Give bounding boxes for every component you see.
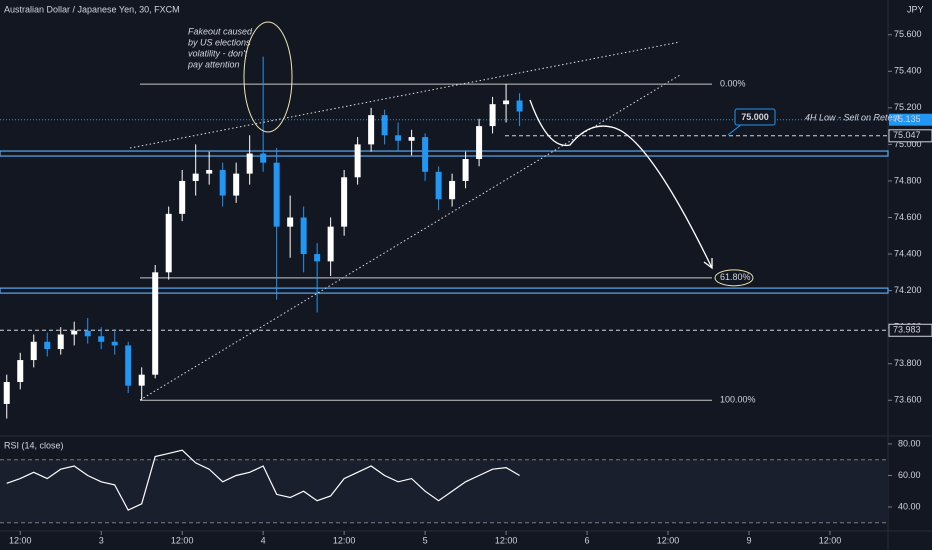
y-tick-label: 75.600 xyxy=(894,29,922,39)
fakeout-text: Fakeout caused xyxy=(188,26,253,36)
candle-body xyxy=(125,345,132,386)
candle-body xyxy=(84,330,91,337)
candle-body xyxy=(246,153,253,174)
candle-body xyxy=(314,254,321,262)
upper-trendline xyxy=(129,41,681,149)
y-tick-label: 74.800 xyxy=(894,175,922,185)
candle-body xyxy=(354,144,361,178)
x-tick-label: 6 xyxy=(585,535,590,545)
candle-body xyxy=(138,374,145,386)
candle-body xyxy=(233,173,240,196)
fib-label: 61.80% xyxy=(720,272,751,282)
y-tick-label: 74.600 xyxy=(894,212,922,222)
candle-body xyxy=(192,173,199,181)
price-label: 75.047 xyxy=(893,130,921,140)
candle-body xyxy=(462,159,469,181)
candle-body xyxy=(17,360,24,382)
candle-body xyxy=(206,169,213,174)
rsi-tick-label: 60.00 xyxy=(898,470,921,480)
zone xyxy=(0,287,889,294)
x-tick-label: 5 xyxy=(423,535,428,545)
candle-body xyxy=(287,217,294,227)
last-price-box xyxy=(889,113,932,126)
candle-body xyxy=(179,180,186,214)
x-tick-label: 12:00 xyxy=(819,535,842,545)
candle-body xyxy=(476,126,483,160)
level-box xyxy=(734,108,776,126)
candle-body xyxy=(57,334,64,350)
fib-ellipse xyxy=(714,269,754,287)
price-label: 73.983 xyxy=(893,325,921,335)
level-pointer xyxy=(727,123,743,136)
x-tick-label: 9 xyxy=(746,535,751,545)
currency-label: JPY xyxy=(907,4,924,14)
y-tick-label: 73.800 xyxy=(894,358,922,368)
x-tick-label: 12:00 xyxy=(657,535,680,545)
last-price-label: 75.135 xyxy=(893,114,921,124)
candle-body xyxy=(30,341,37,361)
candle-body xyxy=(516,100,523,112)
y-tick-label: 73.600 xyxy=(894,395,922,405)
candle-body xyxy=(152,272,159,375)
candle-body xyxy=(489,104,496,127)
candle-body xyxy=(165,213,172,273)
projection-curve xyxy=(529,99,713,269)
x-tick-label: 12:00 xyxy=(333,535,356,545)
fakeout-text: by US elections xyxy=(188,37,251,47)
price-label-box xyxy=(888,129,932,143)
y-tick-label: 75.000 xyxy=(894,139,922,149)
fakeout-text: volatility - don't xyxy=(188,48,248,58)
rsi-tick-label: 80.00 xyxy=(898,438,921,448)
y-tick-label: 74.400 xyxy=(894,248,922,258)
candle-body xyxy=(449,180,456,200)
x-tick-label: 4 xyxy=(261,535,266,545)
x-tick-label: 12:00 xyxy=(9,535,32,545)
rsi-tick-label: 40.00 xyxy=(898,501,921,511)
candle-body xyxy=(219,169,226,196)
candle-body xyxy=(368,115,375,145)
candle-body xyxy=(300,217,307,255)
y-tick-label: 74.200 xyxy=(894,285,922,295)
y-tick-label: 75.200 xyxy=(894,102,922,112)
candle-body xyxy=(71,330,78,335)
candle-body xyxy=(408,137,415,141)
candle-body xyxy=(422,137,429,172)
zone xyxy=(0,150,889,157)
rsi-title: RSI (14, close) xyxy=(4,440,64,450)
candle-body xyxy=(435,171,442,200)
candle-body xyxy=(341,177,348,227)
price-label-box xyxy=(888,323,932,337)
rsi-band xyxy=(0,459,888,523)
candle-body xyxy=(260,153,267,163)
retest-label: 4H Low - Sell on Retest xyxy=(805,112,900,122)
x-tick-label: 3 xyxy=(99,535,104,545)
fakeout-text: pay attention xyxy=(187,59,240,69)
y-tick-label: 75.400 xyxy=(894,66,922,76)
candle-body xyxy=(381,115,388,136)
candle-body xyxy=(327,226,334,262)
candle-body xyxy=(111,341,118,346)
projection-arrow xyxy=(703,258,713,270)
level-label: 75.000 xyxy=(741,112,769,122)
fib-label: 100.00% xyxy=(720,395,756,405)
fakeout-ellipse xyxy=(243,21,293,133)
candle-body xyxy=(44,341,51,350)
candle-body xyxy=(273,162,280,227)
candle-body xyxy=(395,135,402,141)
fib-label: 0.00% xyxy=(720,78,746,88)
x-tick-label: 12:00 xyxy=(171,535,194,545)
x-tick-label: 12:00 xyxy=(495,535,518,545)
candle-body xyxy=(3,381,10,404)
candle-body xyxy=(503,100,510,105)
chart-title: Australian Dollar / Japanese Yen, 30, FX… xyxy=(4,4,180,14)
candle-body xyxy=(98,336,105,342)
rsi-line xyxy=(6,449,520,511)
